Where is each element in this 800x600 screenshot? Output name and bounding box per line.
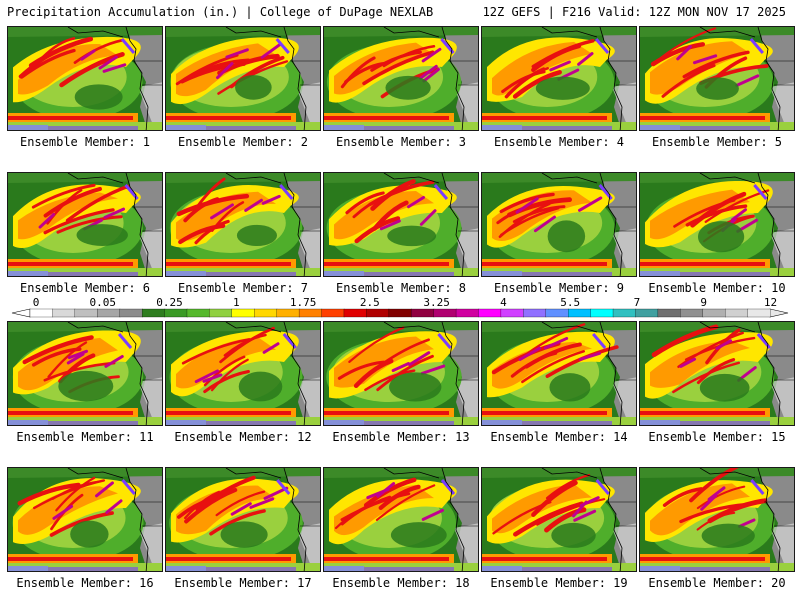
ensemble-member-label: Ensemble Member: 10 [648,281,786,295]
ensemble-member-label: Ensemble Member: 20 [648,576,786,590]
colorbar-swatch [343,308,368,318]
colorbar-tick-label: 0.25 [156,297,183,309]
ensemble-member-label: Ensemble Member: 9 [493,281,625,295]
colorbar-swatch [119,308,143,318]
ensemble-member-label: Ensemble Member: 1 [19,135,151,149]
colorbar-tick-label: 4 [500,297,507,309]
ensemble-member-label: Ensemble Member: 3 [335,135,467,149]
ensemble-map-panel [7,321,163,426]
title-left: Precipitation Accumulation (in.) | Colle… [7,5,434,19]
colorbar-swatch [500,308,524,318]
title-right: 12Z GEFS | F216 Valid: 12Z MON NOV 17 20… [482,5,786,19]
colorbar-swatch [657,308,681,318]
colorbar-tick-label: 1 [233,297,240,309]
ensemble-member-label: Ensemble Member: 18 [332,576,470,590]
colorbar-swatch [635,308,659,318]
ensemble-map-panel [165,467,321,572]
ensemble-map-panel [323,467,479,572]
colorbar-swatch [545,308,569,318]
ensemble-map-panel [481,26,637,131]
colorbar-swatch [29,308,54,318]
colorbar-swatch [52,308,76,318]
colorbar-swatch [321,308,345,318]
colorbar-swatch [366,308,390,318]
colorbar-swatch [97,308,121,318]
colorbar-tick-label: 7 [634,297,641,309]
colorbar-swatch [455,308,480,318]
colorbar-swatch [74,308,98,318]
colorbar-swatch [725,308,749,318]
ensemble-map-panel [323,26,479,131]
colorbar-tick-label: 3.25 [423,297,450,309]
colorbar-swatch [276,308,300,318]
colorbar-swatch [164,308,188,318]
ensemble-map-panel [639,467,795,572]
colorbar-tick-label: 1.75 [290,297,317,309]
colorbar-tick-label: 0 [33,297,40,309]
colorbar-swatch [590,308,614,318]
ensemble-map-panel [165,321,321,426]
ensemble-member-label: Ensemble Member: 6 [19,281,151,295]
ensemble-member-label: Ensemble Member: 16 [16,576,154,590]
colorbar-swatch [209,308,233,318]
colorbar-swatch [747,308,771,318]
ensemble-map-panel [165,172,321,277]
ensemble-map-panel [481,321,637,426]
ensemble-member-label: Ensemble Member: 5 [651,135,783,149]
colorbar-swatch [186,308,211,318]
colorbar-tick-label: 5.5 [560,297,580,309]
ensemble-map-panel [323,172,479,277]
ensemble-map-panel [639,172,795,277]
colorbar-tick-label: 0.05 [90,297,117,309]
precip-colorbar: 0 0.05 0.25 1 1.75 2.5 3.25 4 5.5 7 9 12 [11,297,789,318]
ensemble-member-label: Ensemble Member: 11 [16,430,154,444]
ensemble-map-panel [481,467,637,572]
colorbar-swatch [231,308,255,318]
ensemble-member-label: Ensemble Member: 17 [174,576,312,590]
ensemble-member-label: Ensemble Member: 7 [177,281,309,295]
colorbar-left-arrow [11,308,31,318]
ensemble-member-label: Ensemble Member: 8 [335,281,467,295]
colorbar-swatch [411,308,435,318]
colorbar-swatch [433,308,457,318]
colorbar-swatch [523,308,547,318]
ensemble-map-panel [7,172,163,277]
ensemble-map-panel [639,26,795,131]
ensemble-member-label: Ensemble Member: 14 [490,430,628,444]
ensemble-member-label: Ensemble Member: 4 [493,135,625,149]
colorbar-tick-label: 9 [700,297,707,309]
colorbar-swatch [680,308,704,318]
colorbar-swatch [702,308,726,318]
ensemble-member-label: Ensemble Member: 2 [177,135,309,149]
colorbar-tick-label: 2.5 [360,297,380,309]
colorbar-tick-label: 12 [764,297,777,309]
ensemble-member-label: Ensemble Member: 13 [332,430,470,444]
ensemble-map-panel [165,26,321,131]
ensemble-map-panel [7,26,163,131]
colorbar-swatch [388,308,412,318]
ensemble-map-panel [7,467,163,572]
colorbar-right-arrow [769,308,789,318]
ensemble-member-label: Ensemble Member: 12 [174,430,312,444]
ensemble-map-panel [323,321,479,426]
colorbar-swatch [298,308,323,318]
ensemble-map-panel [481,172,637,277]
colorbar-swatch [612,308,637,318]
ensemble-member-label: Ensemble Member: 19 [490,576,628,590]
colorbar-swatch [254,308,278,318]
colorbar-swatch [568,308,592,318]
ensemble-map-panel [639,321,795,426]
colorbar-swatch [141,308,166,318]
colorbar-swatch [478,308,502,318]
ensemble-member-label: Ensemble Member: 15 [648,430,786,444]
